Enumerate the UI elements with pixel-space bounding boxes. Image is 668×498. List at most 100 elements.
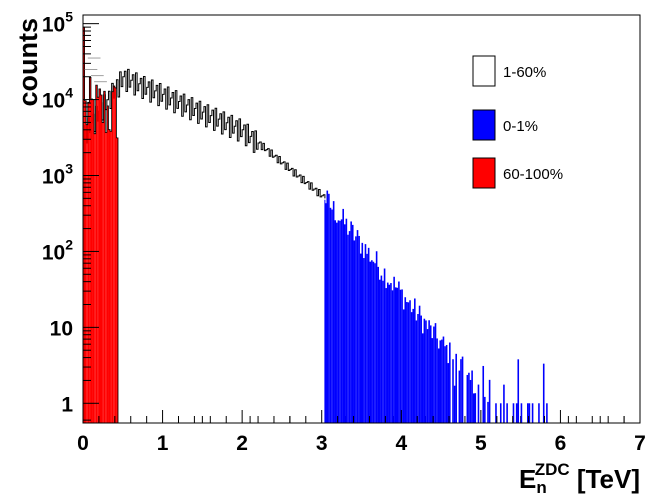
series-0-1-bar (466, 374, 469, 423)
legend-label: 1-60% (503, 64, 546, 81)
series-0-1-bar (372, 261, 375, 423)
series-0-1-bar (366, 253, 368, 423)
legend-label: 0-1% (503, 118, 538, 135)
series-0-1-bar (417, 314, 419, 423)
series-0-1-bar (332, 201, 335, 423)
series-0-1-bar (447, 363, 450, 423)
series-0-1-bar (412, 308, 415, 423)
y-tick-label-base: 10 (42, 166, 65, 189)
x-tick-label: 0 (77, 432, 89, 455)
series-60-100-bar (113, 85, 115, 423)
x-axis-title-unit: [TeV] (570, 464, 640, 494)
series-0-1-bar (353, 240, 356, 423)
series-60-100-bar (110, 131, 112, 424)
y-tick-label-exponent: 5 (65, 9, 73, 25)
series-0-1-bar (367, 247, 370, 423)
series-0-1-bar (458, 370, 461, 423)
legend: 1-60% 0-1% 60-100% (472, 55, 563, 189)
series-0-1-bar (359, 253, 362, 423)
series-0-1-bar (495, 403, 497, 423)
series-0-1-bar (471, 370, 473, 423)
series-0-1-bar (356, 230, 359, 423)
series-60-100-bar (95, 85, 98, 423)
series-0-1-bar (394, 287, 397, 423)
y-tick-label: 102 (42, 236, 73, 264)
series-0-1-bar (406, 302, 408, 423)
series-0-1-bar (445, 344, 448, 423)
series-0-1-bar (340, 219, 343, 423)
series-0-1-bar (436, 338, 438, 423)
series-60-100-bar (114, 87, 117, 424)
series-0-1-bar (377, 266, 380, 423)
x-tick-label: 6 (555, 432, 567, 455)
y-tick-label: 1 (61, 393, 73, 416)
y-tick-label-base: 10 (42, 14, 65, 37)
series-0-1-bar (506, 403, 508, 423)
series-0-1-bar (382, 280, 384, 423)
series-60-100-bar (90, 99, 93, 424)
x-tick-label: 7 (634, 432, 646, 455)
series-60-100-outline (82, 26, 119, 423)
x-tick-label: 1 (157, 432, 169, 455)
x-axis-title-superscript: ZDC (535, 460, 570, 479)
series-60-100-bar (97, 97, 99, 424)
y-tick-label: 104 (42, 85, 73, 113)
x-axis: 0 1 2 3 4 5 6 7 (77, 410, 646, 455)
y-tick-label-exponent: 2 (65, 236, 73, 252)
series-0-1-bar (337, 220, 340, 423)
y-axis-title: counts (13, 18, 43, 107)
series-0-1-bar (468, 372, 470, 423)
series-0-1-bar (342, 208, 344, 423)
series-0-1-bar (515, 403, 518, 423)
legend-label: 60-100% (503, 166, 563, 183)
series-0-1-bar (439, 340, 442, 423)
y-tick-label-base: 10 (42, 241, 65, 264)
series-0-1-bar (401, 289, 403, 423)
series-0-1-bar (398, 281, 400, 423)
series-0-1-bar (336, 222, 338, 423)
series-0-1-bar (461, 356, 464, 423)
series-0-1-bar (469, 379, 472, 423)
series-0-1-bar (355, 236, 357, 423)
series-0-1-bar (328, 193, 330, 423)
series-0-1-bar (487, 401, 489, 423)
series-0-1-bar (538, 403, 540, 423)
series-0-1-bar (512, 403, 515, 423)
series-0-1-bar (421, 333, 424, 423)
x-tick-label: 2 (236, 432, 248, 455)
series-60-100-bar (105, 132, 107, 424)
series-0-1-bar (460, 359, 462, 423)
series-0-1-bar (434, 323, 437, 423)
series-60-100-bar (103, 91, 106, 423)
series-0-1-bar (474, 393, 477, 423)
series-0-1-bar (449, 342, 451, 423)
series-0-1-bar (437, 348, 440, 423)
series-60-100-bar (108, 129, 111, 423)
series-60-100-bar (100, 94, 103, 423)
series-0-1-bar (343, 224, 346, 423)
series-60-100-bar (111, 91, 114, 423)
series-0-1-bar (499, 403, 502, 423)
series-0-1-bar (431, 338, 434, 423)
series-0-1-bar (329, 207, 332, 423)
series-0-1-bar (442, 336, 445, 423)
x-tick-label: 5 (475, 432, 487, 455)
y-tick-label: 105 (42, 9, 73, 37)
series-0-1-bar (520, 403, 523, 423)
series-0-1-bar (326, 190, 329, 423)
series-0-1-bar (410, 312, 413, 423)
x-axis-title: EnZDC [TeV] (519, 460, 640, 497)
series-0-1-bar (444, 346, 446, 423)
series-0-1-bar (402, 309, 405, 423)
series-0-1-bar (391, 290, 394, 423)
series-0-1-bar (374, 263, 376, 423)
series-0-1-bar (517, 359, 520, 423)
series-0-1-bar (423, 318, 426, 423)
series-0-1-bar (441, 339, 443, 423)
series-0-1-bar (531, 403, 534, 423)
series-0-1-bar (350, 221, 352, 423)
series-1-60-outline (84, 68, 326, 423)
x-axis-title-subscript: n (536, 478, 546, 497)
series-60-100-bar (116, 137, 119, 423)
